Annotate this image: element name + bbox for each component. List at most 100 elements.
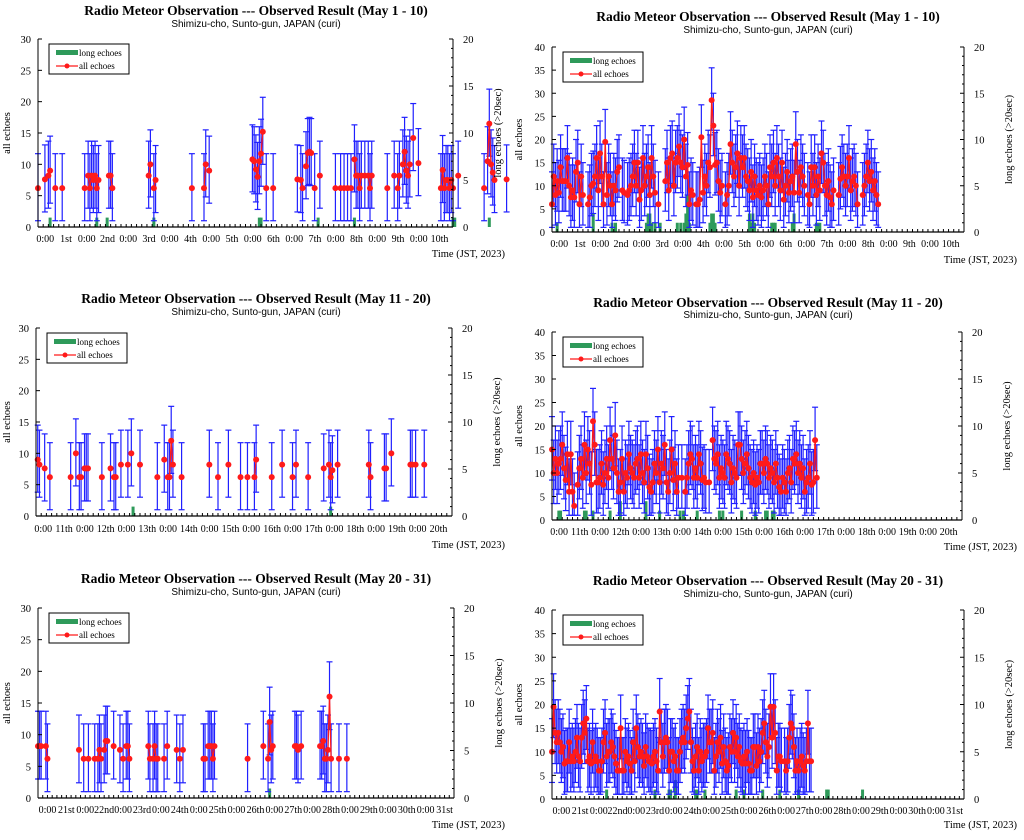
all-echoes-point (567, 451, 574, 458)
all-echoes-point (772, 729, 779, 736)
all-echoes-point (648, 155, 655, 161)
all-echoes-point (72, 450, 79, 457)
all-echoes-point (861, 182, 868, 189)
y2-tick-label: 20 (974, 606, 985, 617)
all-echoes-line-segment (642, 157, 646, 186)
long-echo-bar (152, 217, 156, 227)
x-axis-label: Time (JST, 2023) (944, 542, 1018, 553)
all-echoes-point (715, 748, 722, 755)
all-echoes-point (644, 465, 651, 472)
all-echoes-point (813, 192, 820, 198)
all-echoes-point (668, 446, 675, 453)
all-echoes-point (388, 450, 395, 457)
y-tick-label: 25 (21, 66, 32, 77)
all-echoes-point (799, 173, 806, 180)
all-echoes-point (868, 168, 875, 175)
all-echoes-point (739, 164, 746, 171)
all-echoes-point (683, 725, 690, 732)
long-echo-bar (352, 217, 356, 227)
all-echoes-point (661, 441, 668, 448)
all-echoes-line-segment (774, 157, 778, 186)
all-echoes-point (665, 187, 672, 194)
all-echoes-point (736, 441, 743, 448)
x-tick-label: 12th (97, 524, 115, 535)
all-echoes-line-segment (599, 153, 603, 177)
all-echoes-point (733, 734, 740, 741)
all-echoes-point (439, 166, 446, 173)
all-echoes-line-segment (848, 157, 852, 191)
all-echoes-point (711, 767, 718, 774)
y2-tick-label: 0 (974, 795, 979, 806)
all-echoes-point (800, 762, 807, 769)
all-echoes-point (85, 755, 92, 762)
all-echoes-point (636, 474, 643, 481)
y-tick-label: 10 (535, 469, 546, 480)
all-echoes-point (645, 164, 652, 171)
all-echoes-line-segment (793, 144, 797, 193)
all-echoes-point (830, 187, 837, 194)
y2-tick-label: 20 (462, 324, 473, 335)
all-echoes-point (101, 746, 108, 753)
all-echoes-point (46, 474, 53, 481)
all-echoes-point (783, 767, 790, 774)
all-echoes-point (612, 187, 619, 194)
y2-tick-label: 10 (972, 422, 983, 433)
y-tick-label: 25 (21, 636, 32, 647)
all-echoes-point (808, 758, 815, 765)
all-echoes-point (592, 753, 599, 760)
y2-axis-label: long echoes (>20sec) (1004, 94, 1015, 184)
all-echoes-point (632, 460, 639, 467)
all-echoes-line-segment (659, 711, 662, 743)
all-echoes-point (648, 488, 655, 495)
all-echoes-point (636, 196, 643, 203)
all-echoes-point (455, 172, 462, 179)
all-echoes-point (761, 173, 768, 180)
x-tick-label: 0:00 (740, 806, 758, 817)
all-echoes-line-segment (635, 728, 639, 748)
all-echoes-point (740, 470, 747, 476)
all-echoes-point (764, 753, 771, 760)
long-echo-bar (721, 510, 725, 520)
legend-long-swatch (570, 621, 592, 626)
all-echoes-point (710, 122, 717, 129)
all-echoes-point (730, 173, 737, 180)
all-echoes-point (731, 470, 738, 476)
all-echoes-point (787, 720, 794, 727)
all-echoes-point (723, 767, 730, 774)
x-tick-label: 29th (871, 806, 889, 817)
all-echoes-point (620, 488, 627, 495)
all-echoes-point (44, 755, 51, 762)
all-echoes-point (851, 173, 858, 180)
y-tick-label: 15 (535, 724, 546, 735)
y-tick-label: 10 (21, 731, 32, 742)
all-echoes-point (569, 753, 576, 760)
chart-subtitle: Shimizu-cho, Sunto-gun, JAPAN (curi) (171, 307, 340, 318)
y-tick-label: 5 (26, 762, 31, 773)
all-echoes-point (639, 753, 646, 760)
x-tick-label: 7th (821, 239, 834, 250)
all-echoes-point (748, 168, 755, 175)
all-echoes-point (244, 474, 251, 481)
y2-tick-label: 10 (974, 701, 985, 712)
all-echoes-point (725, 762, 732, 769)
all-echoes-point (293, 461, 299, 468)
all-echoes-point (762, 739, 769, 746)
all-echoes-point (634, 455, 641, 462)
all-echoes-point (178, 474, 185, 481)
legend-box (562, 336, 644, 368)
all-echoes-point (772, 460, 779, 467)
all-echoes-point (555, 729, 562, 736)
all-echoes-point (813, 474, 820, 481)
all-echoes-point (279, 461, 286, 468)
all-echoes-point (730, 729, 737, 736)
all-echoes-point (712, 753, 719, 760)
all-echoes-point (555, 460, 562, 467)
all-echoes-point (571, 502, 578, 509)
long-echo-bar (818, 222, 822, 232)
x-tick-label: 0:00 (890, 806, 908, 817)
long-echo-bar (761, 789, 765, 799)
chart-subtitle: Shimizu-cho, Sunto-gun, JAPAN (curi) (683, 25, 852, 36)
all-echoes-line-segment (686, 164, 690, 205)
long-echo-bar (772, 510, 776, 520)
all-echoes-point (365, 461, 372, 468)
